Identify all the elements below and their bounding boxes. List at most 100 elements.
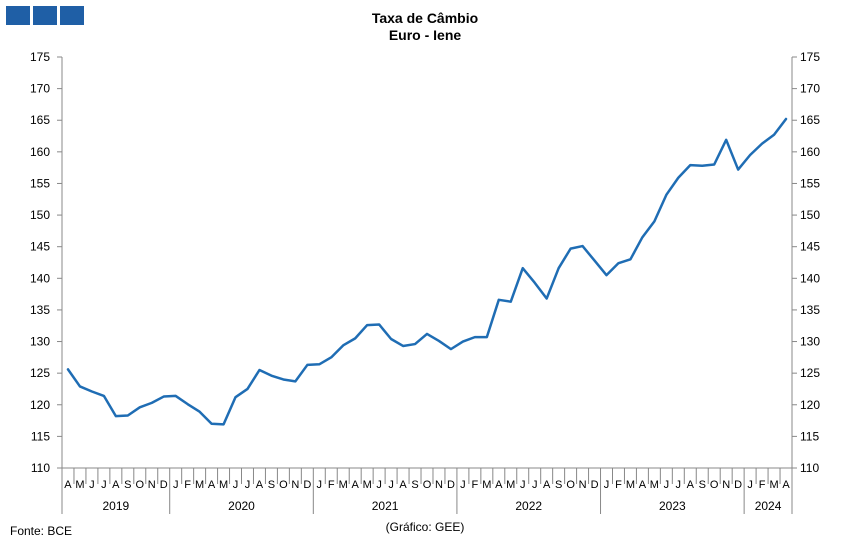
x-month-label: D xyxy=(734,479,742,491)
x-month-label: J xyxy=(101,479,107,491)
x-month-label: D xyxy=(591,479,599,491)
x-month-label: N xyxy=(435,479,443,491)
x-month-label: M xyxy=(482,479,491,491)
credit-note: (Gráfico: GEE) xyxy=(385,520,465,534)
source-note: Fonte: BCE xyxy=(10,524,73,538)
x-month-label: A xyxy=(208,479,216,491)
x-month-label: A xyxy=(399,479,407,491)
x-year-label: 2020 xyxy=(228,499,255,513)
x-month-label: N xyxy=(148,479,156,491)
x-year-label: 2024 xyxy=(755,499,782,513)
x-month-label: J xyxy=(676,479,682,491)
y-tick-label-right: 155 xyxy=(800,176,820,190)
y-tick-label-right: 175 xyxy=(800,50,820,64)
y-tick-label-right: 165 xyxy=(800,113,820,127)
x-month-label: A xyxy=(495,479,503,491)
y-tick-label-left: 120 xyxy=(30,398,50,412)
x-month-label: J xyxy=(317,479,323,491)
y-tick-label-left: 135 xyxy=(30,303,50,317)
x-month-label: O xyxy=(423,479,432,491)
y-tick-label-left: 160 xyxy=(30,145,50,159)
x-month-label: F xyxy=(615,479,622,491)
logo-square-2 xyxy=(33,6,57,25)
x-month-label: D xyxy=(303,479,311,491)
x-month-label: A xyxy=(256,479,264,491)
y-tick-label-left: 115 xyxy=(31,429,50,443)
y-tick-label-right: 170 xyxy=(800,82,820,96)
x-month-label: O xyxy=(279,479,288,491)
logo-square-1 xyxy=(6,6,30,25)
x-month-label: J xyxy=(604,479,610,491)
x-month-label: F xyxy=(472,479,479,491)
logo-square-3 xyxy=(60,6,84,25)
y-tick-label-right: 150 xyxy=(800,208,820,222)
y-tick-label-right: 125 xyxy=(800,366,820,380)
x-month-label: N xyxy=(291,479,299,491)
y-tick-label-right: 120 xyxy=(800,398,820,412)
x-month-label: S xyxy=(699,479,706,491)
x-month-label: M xyxy=(626,479,635,491)
x-month-label: J xyxy=(233,479,239,491)
x-month-label: A xyxy=(64,479,72,491)
x-month-label: J xyxy=(245,479,251,491)
y-tick-label-left: 170 xyxy=(30,82,50,96)
series-line xyxy=(66,117,788,426)
x-month-label: O xyxy=(710,479,719,491)
x-year-label: 2022 xyxy=(515,499,542,513)
y-tick-label-left: 150 xyxy=(30,208,50,222)
x-month-label: N xyxy=(579,479,587,491)
x-month-label: A xyxy=(639,479,647,491)
x-month-label: N xyxy=(722,479,730,491)
y-tick-label-left: 145 xyxy=(30,240,50,254)
y-tick-label-right: 145 xyxy=(800,240,820,254)
y-tick-label-left: 175 xyxy=(30,50,50,64)
x-month-label: A xyxy=(352,479,360,491)
x-month-label: J xyxy=(89,479,95,491)
x-month-label: F xyxy=(328,479,335,491)
y-tick-label-right: 135 xyxy=(800,303,820,317)
x-month-label: M xyxy=(363,479,372,491)
x-month-label: F xyxy=(184,479,191,491)
x-month-label: A xyxy=(687,479,695,491)
x-month-label: M xyxy=(650,479,659,491)
x-month-label: J xyxy=(388,479,394,491)
x-month-label: M xyxy=(506,479,515,491)
x-month-label: S xyxy=(268,479,275,491)
x-month-label: D xyxy=(447,479,455,491)
x-month-label: J xyxy=(747,479,753,491)
y-tick-label-left: 155 xyxy=(30,176,50,190)
chart-subtitle: Euro - Iene xyxy=(388,27,462,43)
x-month-label: O xyxy=(136,479,145,491)
x-month-label: M xyxy=(339,479,348,491)
y-tick-label-left: 110 xyxy=(31,461,50,475)
logo xyxy=(6,6,84,25)
x-month-label: A xyxy=(112,479,120,491)
x-month-label: S xyxy=(411,479,418,491)
y-tick-label-right: 140 xyxy=(800,271,820,285)
x-month-label: M xyxy=(219,479,228,491)
y-tick-label-left: 165 xyxy=(30,113,50,127)
y-tick-label-left: 140 xyxy=(30,271,50,285)
x-month-label: J xyxy=(376,479,382,491)
x-month-label: D xyxy=(160,479,168,491)
y-tick-label-right: 110 xyxy=(800,461,819,475)
y-tick-label-right: 130 xyxy=(800,335,820,349)
x-month-label: M xyxy=(195,479,204,491)
x-month-label: S xyxy=(555,479,562,491)
x-year-label: 2021 xyxy=(372,499,399,513)
x-month-label: F xyxy=(759,479,766,491)
x-month-label: A xyxy=(782,479,790,491)
x-month-label: A xyxy=(543,479,551,491)
x-month-label: S xyxy=(124,479,131,491)
x-month-label: J xyxy=(173,479,179,491)
y-tick-label-right: 115 xyxy=(800,429,819,443)
x-month-label: J xyxy=(520,479,526,491)
chart-title: Taxa de Câmbio xyxy=(371,10,479,26)
chart-title-block: Taxa de Câmbio Euro - Iene xyxy=(0,10,850,44)
x-year-label: 2023 xyxy=(659,499,686,513)
x-month-label: J xyxy=(664,479,670,491)
y-tick-label-left: 125 xyxy=(30,366,50,380)
y-tick-label-right: 160 xyxy=(800,145,820,159)
x-month-label: J xyxy=(460,479,466,491)
